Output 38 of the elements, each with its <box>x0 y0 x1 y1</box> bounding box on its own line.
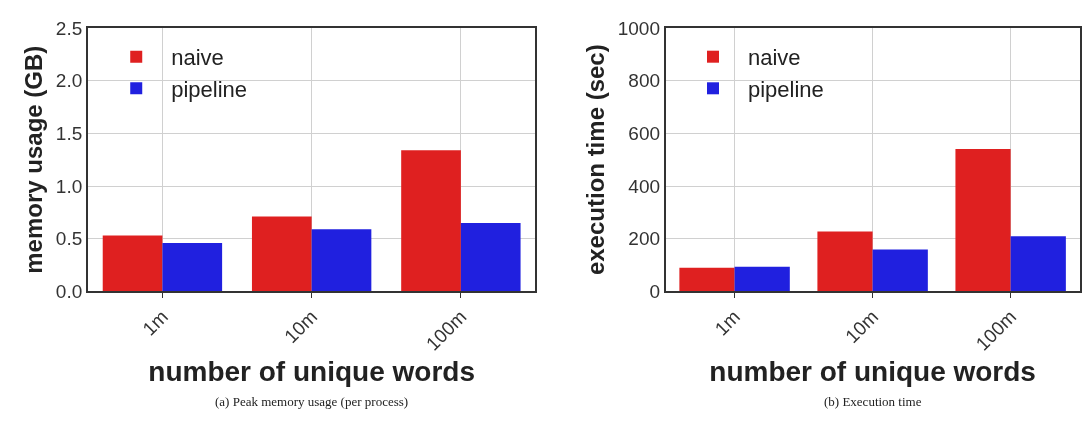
bar <box>251 216 312 292</box>
y-tick-label: 1.0 <box>55 175 83 197</box>
y-tick-label: 0.5 <box>55 228 83 250</box>
y-tick-label: 2.5 <box>55 17 83 39</box>
y-tick-label: 2.0 <box>55 70 83 92</box>
y-tick-label: 400 <box>628 175 661 197</box>
y-tick-label: 1000 <box>617 17 661 39</box>
legend-label: pipeline <box>748 76 824 102</box>
x-tick-label: 10m <box>841 306 883 348</box>
y-axis-title: memory usage (GB) <box>20 45 48 274</box>
y-axis-title: execution time (sec) <box>582 44 610 276</box>
bar <box>734 266 790 292</box>
bar <box>817 231 873 292</box>
bar <box>1010 236 1066 292</box>
x-tick-label: 1m <box>710 306 745 340</box>
bar <box>679 267 735 292</box>
y-tick-label: 1.5 <box>55 123 83 145</box>
bar <box>311 229 372 292</box>
bar <box>955 148 1011 292</box>
bar <box>102 235 163 292</box>
legend-label: pipeline <box>171 76 248 102</box>
bar <box>162 242 223 292</box>
y-tick-label: 800 <box>628 70 661 92</box>
x-tick-label: 1m <box>138 306 172 340</box>
bar <box>872 249 928 292</box>
y-tick-label: 0.0 <box>55 281 83 303</box>
y-tick-label: 0 <box>649 281 661 303</box>
legend-label: naive <box>171 45 224 71</box>
x-axis-title: number of unique words <box>709 356 1036 388</box>
y-tick-label: 200 <box>628 228 661 250</box>
legend-label: naive <box>748 45 801 71</box>
bar <box>460 222 521 292</box>
x-tick-label: 10m <box>280 306 322 348</box>
text: (a) Peak memory usage (per process) <box>215 394 409 409</box>
bar <box>401 150 461 292</box>
text: (b) Execution time <box>824 394 922 409</box>
y-tick-label: 600 <box>628 123 661 145</box>
x-axis-title: number of unique words <box>148 356 475 388</box>
